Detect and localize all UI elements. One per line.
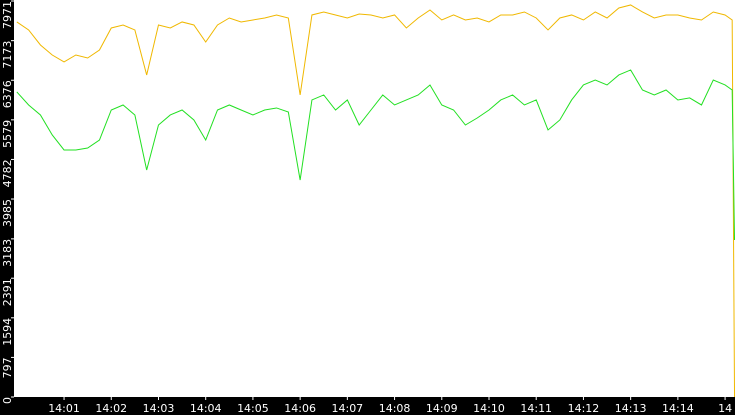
x-tick-label: 14:02 [95, 402, 127, 415]
series-line [16, 4, 735, 398]
y-tick-label: 4782 [1, 159, 14, 187]
x-tick-label: 14:13 [615, 402, 647, 415]
plot-area [14, 0, 735, 397]
y-tick-label: 1594 [1, 318, 14, 346]
y-tick-label: 3183 [1, 239, 14, 267]
series-line [16, 69, 735, 241]
x-tick-label: 14:11 [520, 402, 552, 415]
x-tick-label: 14:05 [237, 402, 269, 415]
x-tick-label: 14:01 [48, 402, 80, 415]
y-tick-label: 7971 [1, 1, 14, 29]
x-tick-label: 14:04 [190, 402, 222, 415]
x-tick-label: 14:14 [662, 402, 694, 415]
x-tick-label: 14 [718, 402, 732, 415]
y-tick-label: 797 [1, 357, 14, 378]
x-tick-label: 14:10 [473, 402, 505, 415]
y-tick-label: 2391 [1, 278, 14, 306]
x-tick-label: 14:09 [426, 402, 458, 415]
x-tick-label: 14:08 [379, 402, 411, 415]
x-tick-label: 14:06 [284, 402, 316, 415]
y-tick-label: 5579 [1, 120, 14, 148]
x-tick-label: 14:07 [331, 402, 363, 415]
y-tick-label: 7173 [1, 41, 14, 69]
x-tick-label: 14:03 [143, 402, 175, 415]
y-tick-label: 3985 [1, 199, 14, 227]
y-tick-label: 0 [1, 397, 14, 404]
y-tick-label: 6376 [1, 80, 14, 108]
x-tick-label: 14:12 [568, 402, 600, 415]
